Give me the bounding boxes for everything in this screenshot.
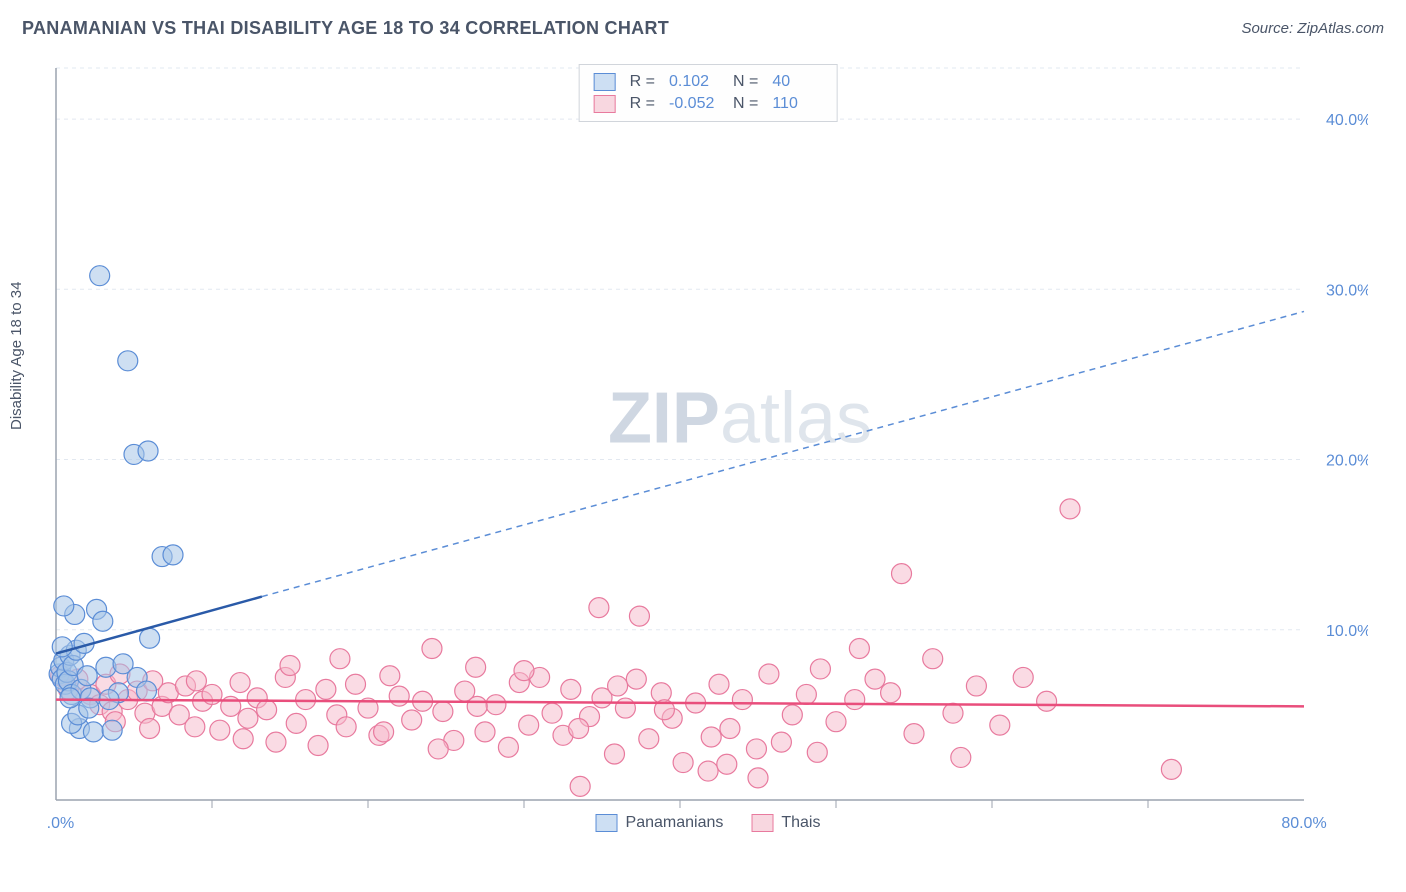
r-value: -0.052 bbox=[669, 95, 719, 113]
legend-row-panamanians: R = 0.102 N = 40 bbox=[594, 71, 823, 93]
swatch-blue-icon bbox=[596, 814, 618, 832]
swatch-blue-icon bbox=[594, 73, 616, 91]
svg-text:40.0%: 40.0% bbox=[1326, 112, 1368, 129]
r-value: 0.102 bbox=[669, 73, 719, 91]
legend-item-panamanians: Panamanians bbox=[596, 814, 724, 832]
swatch-pink-icon bbox=[594, 95, 616, 113]
series-legend: Panamanians Thais bbox=[596, 814, 821, 832]
y-axis-label: Disability Age 18 to 34 bbox=[8, 282, 25, 430]
n-label: N = bbox=[733, 95, 758, 113]
chart-title: PANAMANIAN VS THAI DISABILITY AGE 18 TO … bbox=[22, 18, 669, 39]
r-label: R = bbox=[630, 95, 655, 113]
legend-item-thais: Thais bbox=[751, 814, 820, 832]
svg-text:30.0%: 30.0% bbox=[1326, 282, 1368, 299]
chart-area: 10.0% 20.0% 30.0% 40.0% ZIPatlas 0.0% 80.0% R … bbox=[48, 60, 1368, 830]
legend-row-thais: R = -0.052 N = 110 bbox=[594, 93, 823, 115]
n-value: 40 bbox=[772, 73, 822, 91]
svg-text:0.0%: 0.0% bbox=[48, 815, 74, 830]
r-label: R = bbox=[630, 73, 655, 91]
n-value: 110 bbox=[772, 95, 822, 113]
swatch-pink-icon bbox=[751, 814, 773, 832]
svg-text:10.0%: 10.0% bbox=[1326, 623, 1368, 640]
svg-text:80.0%: 80.0% bbox=[1281, 815, 1326, 830]
legend-label: Panamanians bbox=[626, 814, 724, 832]
n-label: N = bbox=[733, 73, 758, 91]
scatter-plot: 10.0% 20.0% 30.0% 40.0% ZIPatlas 0.0% 80.0% bbox=[48, 60, 1368, 830]
correlation-legend: R = 0.102 N = 40 R = -0.052 N = 110 bbox=[579, 64, 838, 122]
legend-label: Thais bbox=[781, 814, 820, 832]
svg-text:ZIPatlas: ZIPatlas bbox=[608, 379, 872, 459]
source-attribution: Source: ZipAtlas.com bbox=[1241, 20, 1384, 37]
svg-text:20.0%: 20.0% bbox=[1326, 453, 1368, 470]
